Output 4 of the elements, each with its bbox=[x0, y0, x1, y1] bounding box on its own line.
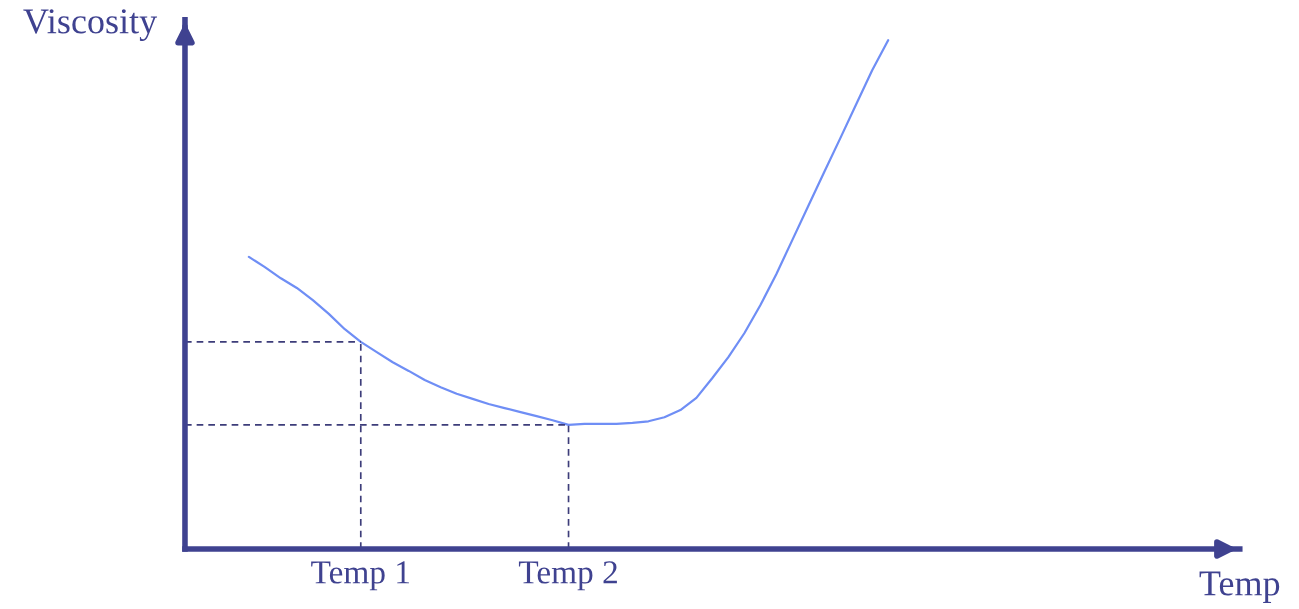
x-axis-title: Temp bbox=[1199, 571, 1280, 603]
x-tick-label: Temp 2 bbox=[518, 561, 617, 591]
y-axis-title: Viscosity bbox=[23, 9, 158, 41]
x-tick-label: Temp 1 bbox=[311, 561, 409, 591]
